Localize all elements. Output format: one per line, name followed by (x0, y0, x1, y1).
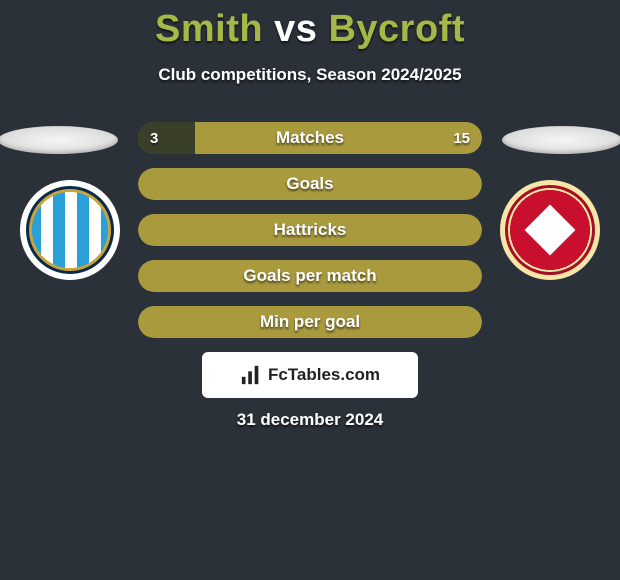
player2-name: Bycroft (328, 8, 465, 50)
stat-row-goals-per-match: Goals per match (138, 260, 482, 292)
player1-club-crest (20, 180, 120, 280)
player2-club-crest (500, 180, 600, 280)
bar-chart-icon (240, 364, 262, 386)
page-title: Smith vs Bycroft (0, 0, 620, 51)
comparison-bars: Matches315GoalsHattricksGoals per matchM… (138, 122, 482, 352)
stat-row-hattricks: Hattricks (138, 214, 482, 246)
stat-bar-left-fill (138, 122, 195, 154)
snapshot-date: 31 december 2024 (0, 410, 620, 430)
player2-photo-placeholder (502, 126, 620, 154)
player1-name: Smith (155, 8, 263, 50)
brand-badge: FcTables.com (202, 352, 418, 398)
subtitle: Club competitions, Season 2024/2025 (0, 65, 620, 85)
stat-row-min-per-goal: Min per goal (138, 306, 482, 338)
stat-row-matches: Matches315 (138, 122, 482, 154)
stat-bar-track (138, 260, 482, 292)
stat-row-goals: Goals (138, 168, 482, 200)
vs-text: vs (274, 8, 317, 50)
player1-photo-placeholder (0, 126, 118, 154)
stat-left-value: 3 (150, 122, 158, 154)
stat-bar-track (138, 306, 482, 338)
stat-bar-track (138, 168, 482, 200)
brand-text: FcTables.com (268, 365, 380, 385)
stat-bar-track (138, 214, 482, 246)
stat-right-value: 15 (453, 122, 470, 154)
